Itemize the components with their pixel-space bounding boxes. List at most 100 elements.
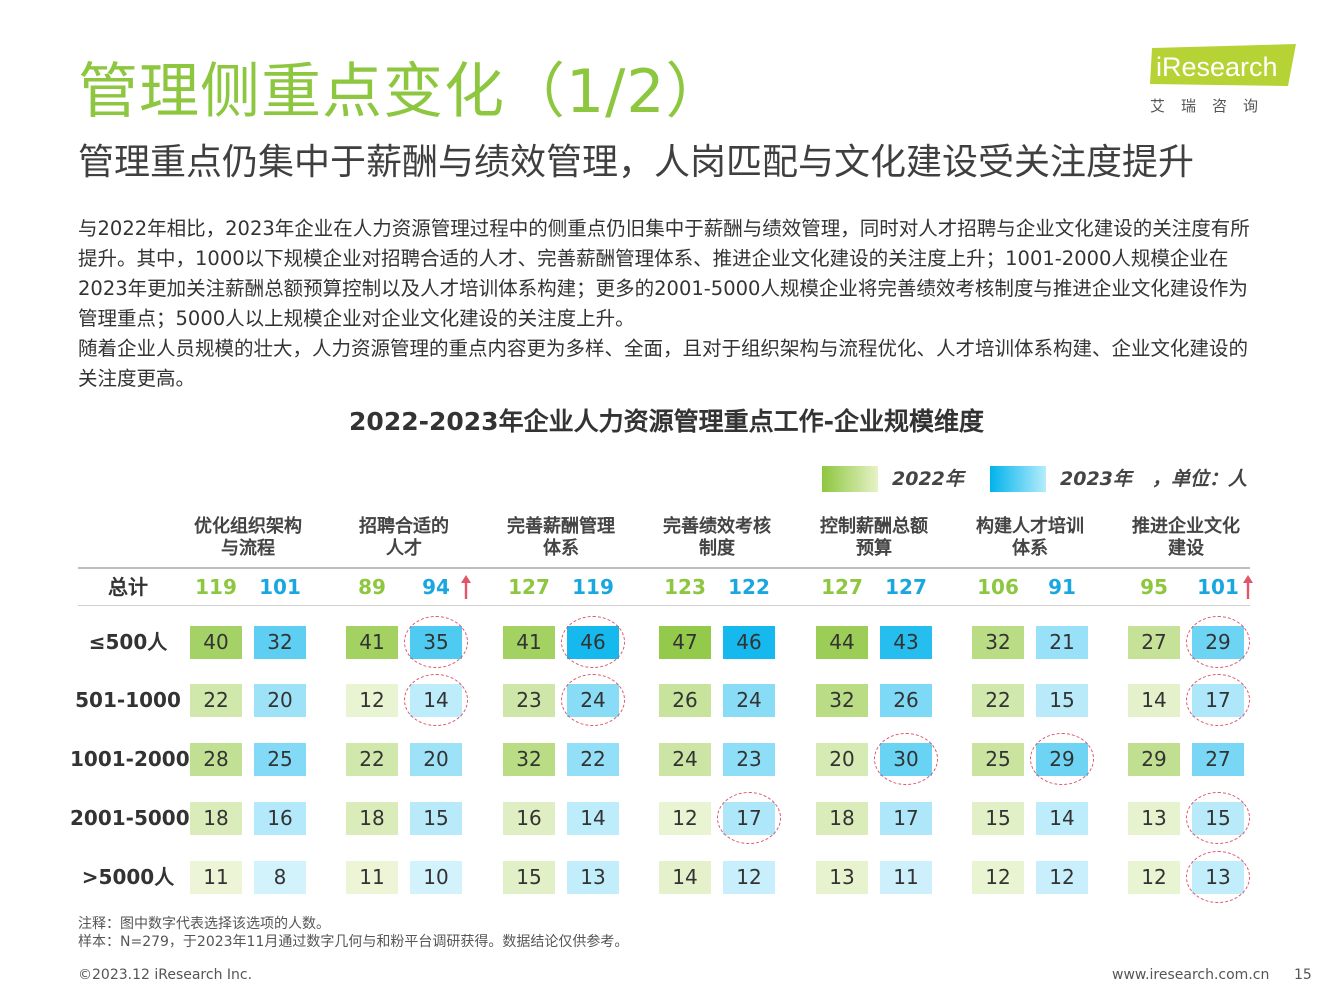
highlight-ring: [1030, 733, 1094, 785]
table-total-rule: [78, 605, 1250, 606]
legend-swatch-2022: [822, 466, 878, 492]
highlight-ring: [404, 616, 468, 668]
column-header-line: 构建人才培训: [976, 516, 1084, 537]
cell-2022: 32: [503, 743, 555, 776]
logo-brand: iResearch: [1156, 52, 1278, 82]
chart-title: 2022-2023年企业人力资源管理重点工作-企业规模维度: [349, 407, 984, 436]
column-header: 完善绩效考核 制度: [647, 516, 787, 562]
total-2022: 95: [1140, 575, 1168, 599]
cell-2023: 23: [723, 743, 775, 776]
cell-2022: 41: [503, 626, 555, 659]
legend-unit: ，单位：人: [1152, 468, 1248, 490]
cell-2022: 41: [346, 626, 398, 659]
cell-2022: 14: [659, 861, 711, 894]
column-header-line: 控制薪酬总额: [820, 516, 928, 537]
cell-2022: 23: [503, 684, 555, 717]
logo-badge-icon: [1150, 44, 1296, 86]
cell-2023: 12: [723, 861, 775, 894]
total-2023: 101: [259, 575, 301, 599]
cell-2023: 24: [723, 684, 775, 717]
total-2022: 119: [195, 575, 237, 599]
cell-2022: 27: [1128, 626, 1180, 659]
cell-2023: 32: [254, 626, 306, 659]
arrow-up-icon: [461, 575, 471, 599]
column-header-line: 制度: [699, 538, 735, 559]
total-2023: 91: [1048, 575, 1076, 599]
cell-2023: 20: [410, 743, 462, 776]
cell-2022: 18: [346, 802, 398, 835]
legend-swatch-2023: [990, 466, 1046, 492]
column-header: 构建人才培训 体系: [960, 516, 1100, 562]
column-header: 优化组织架构 与流程: [178, 516, 318, 562]
total-2022: 127: [821, 575, 863, 599]
cell-2023: 20: [254, 684, 306, 717]
highlight-ring: [1186, 674, 1250, 726]
row-label: 2001-5000: [70, 806, 190, 830]
highlight-ring: [561, 616, 625, 668]
website-link[interactable]: www.iresearch.com.cn: [1112, 967, 1270, 983]
cell-2022: 32: [972, 626, 1024, 659]
column-header: 推进企业文化 建设: [1116, 516, 1256, 562]
legend-label-2022: 2022年: [892, 468, 964, 490]
cell-2022: 22: [346, 743, 398, 776]
cell-2023: 14: [1036, 802, 1088, 835]
column-header: 控制薪酬总额 预算: [804, 516, 944, 562]
page-subtitle: 管理重点仍集中于薪酬与绩效管理，人岗匹配与文化建设受关注度提升: [78, 142, 1195, 183]
legend-label-2023: 2023年: [1060, 468, 1132, 490]
cell-2022: 18: [816, 802, 868, 835]
column-header-line: 体系: [1012, 538, 1048, 559]
total-2022: 106: [977, 575, 1019, 599]
cell-2022: 40: [190, 626, 242, 659]
total-2022: 127: [508, 575, 550, 599]
total-2023: 122: [728, 575, 770, 599]
cell-2023: 22: [567, 743, 619, 776]
column-header-line: 建设: [1168, 538, 1204, 559]
logo-brand-cn: 艾瑞咨询: [1150, 97, 1275, 115]
cell-2023: 10: [410, 861, 462, 894]
cell-2022: 18: [190, 802, 242, 835]
highlight-ring: [404, 674, 468, 726]
cell-2023: 13: [567, 861, 619, 894]
copyright: ©2023.12 iResearch Inc.: [78, 967, 253, 983]
cell-2023: 27: [1192, 743, 1244, 776]
cell-2022: 16: [503, 802, 555, 835]
cell-2022: 11: [190, 861, 242, 894]
total-2023: 127: [885, 575, 927, 599]
cell-2022: 14: [1128, 684, 1180, 717]
page-title: 管理侧重点变化（1/2）: [78, 57, 727, 127]
cell-2023: 15: [1036, 684, 1088, 717]
cell-2023: 43: [880, 626, 932, 659]
column-header-line: 人才: [386, 538, 422, 559]
cell-2022: 22: [972, 684, 1024, 717]
total-2023: 101: [1197, 575, 1239, 599]
cell-2022: 15: [503, 861, 555, 894]
total-2022: 123: [664, 575, 706, 599]
body-text: 与2022年相比，2023年企业在人力资源管理过程中的侧重点仍旧集中于薪酬与绩效…: [78, 214, 1258, 394]
body-paragraph: 与2022年相比，2023年企业在人力资源管理过程中的侧重点仍旧集中于薪酬与绩效…: [78, 217, 1250, 330]
cell-2023: 12: [1036, 861, 1088, 894]
highlight-ring: [874, 733, 938, 785]
total-row-label: 总计: [108, 575, 148, 599]
highlight-ring: [1186, 792, 1250, 844]
cell-2022: 11: [346, 861, 398, 894]
arrow-up-icon: [1243, 575, 1253, 599]
cell-2022: 25: [972, 743, 1024, 776]
highlight-ring: [1186, 851, 1250, 903]
cell-2022: 28: [190, 743, 242, 776]
total-2023: 119: [572, 575, 614, 599]
cell-2023: 25: [254, 743, 306, 776]
highlight-ring: [561, 674, 625, 726]
cell-2022: 32: [816, 684, 868, 717]
cell-2023: 11: [880, 861, 932, 894]
cell-2022: 12: [346, 684, 398, 717]
cell-2023: 17: [880, 802, 932, 835]
sample-text: 样本：N=279，于2023年11月通过数字几何与和粉平台调研获得。数据结论仅供…: [78, 934, 629, 950]
column-header-line: 完善薪酬管理: [507, 516, 615, 537]
total-2023: 94: [422, 575, 450, 599]
cell-2022: 44: [816, 626, 868, 659]
cell-2022: 12: [659, 802, 711, 835]
cell-2023: 14: [567, 802, 619, 835]
note-text: 注释：图中数字代表选择该选项的人数。: [78, 916, 330, 932]
cell-2023: 21: [1036, 626, 1088, 659]
row-label: 501-1000: [75, 688, 181, 712]
